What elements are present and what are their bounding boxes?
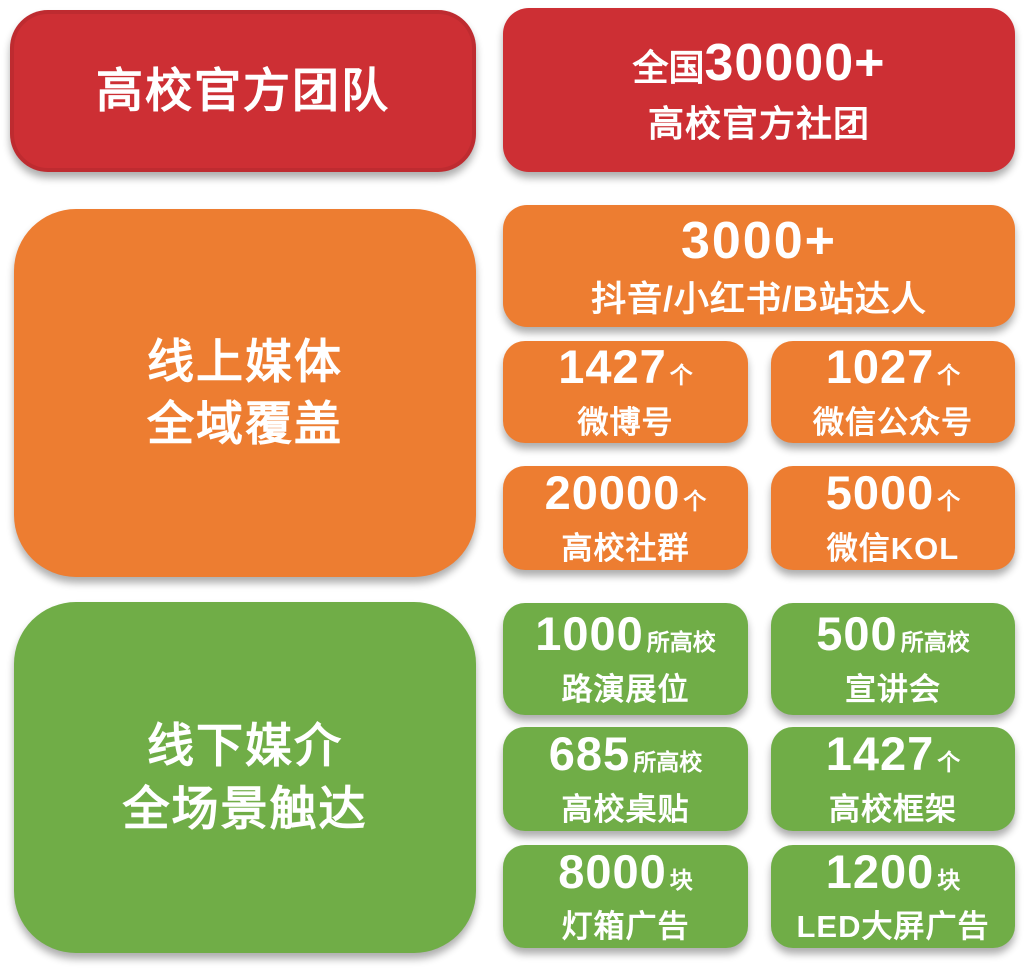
stat-number-line: 1000 所高校: [535, 607, 716, 661]
stat-number-line: 500 所高校: [816, 607, 970, 661]
stat-box-wechat-kol: 5000 个 微信KOL: [771, 466, 1015, 570]
headline-line1: 线下媒介: [147, 719, 343, 773]
stat-number: 1000: [535, 607, 644, 661]
stat-unit: 块: [937, 866, 961, 893]
stat-number: 685: [548, 727, 631, 781]
stat-box-roadshow-booth: 1000 所高校 路演展位: [503, 603, 748, 715]
stat-unit: 所高校: [900, 629, 970, 656]
stat-label: 微博号: [577, 404, 674, 440]
stat-label: 高校框架: [829, 791, 957, 827]
stat-label: 微信KOL: [826, 530, 960, 566]
stat-box-lightbox-ads: 8000 块 灯箱广告: [503, 845, 748, 948]
stat-number: 5000: [825, 466, 935, 520]
stat-box-douyin-xhs-bilibili: 3000+ 抖音/小红书/B站达人: [503, 205, 1015, 327]
stat-box-desk-sticker: 685 所高校 高校桌贴: [503, 727, 748, 831]
stat-number-line: 1200 块: [825, 844, 961, 898]
stat-number-line: 全国 30000+: [633, 33, 886, 93]
stat-unit: 所高校: [646, 629, 716, 656]
headline-online-media: 线上媒体 全域覆盖: [147, 331, 343, 455]
stat-number: 20000: [544, 466, 681, 520]
stat-number-line: 5000 个: [825, 466, 961, 520]
stat-number: 30000+: [704, 34, 886, 92]
stat-box-led-screen-ads: 1200 块 LED大屏广告: [771, 845, 1015, 948]
headline-official-team: 高校官方团队: [96, 63, 390, 117]
stat-number-line: 20000 个: [544, 466, 707, 520]
stat-label: 高校桌贴: [561, 791, 690, 827]
stat-box-wechat-official: 1027 个 微信公众号: [771, 341, 1015, 443]
stat-unit: 个: [669, 362, 693, 389]
headline-line2: 全域覆盖: [147, 397, 343, 450]
stat-prefix: 全国: [632, 47, 705, 88]
stat-box-national-clubs: 全国 30000+ 高校官方社团: [503, 8, 1015, 172]
stat-box-campus-groups: 20000 个 高校社群: [503, 466, 748, 570]
stat-label: 路演展位: [561, 671, 690, 707]
stat-unit: 个: [937, 362, 961, 389]
stat-unit: 所高校: [633, 749, 703, 776]
headline-offline-media: 线下媒介 全场景触达: [123, 715, 368, 839]
stat-number-line: 1427 个: [558, 340, 693, 394]
stat-label: LED大屏广告: [796, 909, 990, 945]
header-box-online-media: 线上媒体 全域覆盖: [14, 209, 476, 577]
stat-box-info-session: 500 所高校 宣讲会: [771, 603, 1015, 715]
stat-number: 3000+: [680, 211, 838, 270]
stat-label: 高校官方社团: [647, 103, 870, 144]
header-box-official-team: 高校官方团队: [10, 10, 476, 172]
stat-number-line: 1027 个: [825, 340, 961, 394]
headline-line1: 线上媒体: [147, 334, 343, 388]
stat-number-line: 1427 个: [825, 727, 961, 781]
stat-unit: 个: [937, 488, 961, 515]
stat-label: 高校社群: [561, 530, 690, 566]
stat-number-line: 685 所高校: [548, 727, 703, 781]
stat-number-line: 8000 块: [558, 844, 693, 898]
stat-number: 1200: [825, 844, 935, 898]
stat-unit: 个: [937, 749, 961, 776]
stat-unit: 块: [669, 866, 693, 893]
stat-label: 微信公众号: [813, 404, 973, 440]
stat-label: 灯箱广告: [561, 909, 690, 945]
stat-box-weibo: 1427 个 微博号: [503, 341, 748, 443]
stat-box-campus-frame: 1427 个 高校框架: [771, 727, 1015, 831]
stat-number: 1427: [825, 727, 935, 781]
stat-number: 1427: [558, 340, 667, 394]
stat-number: 8000: [558, 844, 667, 898]
stat-label: 宣讲会: [845, 671, 941, 707]
stat-unit: 个: [683, 488, 707, 515]
stat-number: 1027: [825, 340, 935, 394]
stat-label: 抖音/小红书/B站达人: [591, 279, 927, 319]
stat-number: 500: [816, 607, 898, 661]
header-box-offline-media: 线下媒介 全场景触达: [14, 602, 476, 953]
headline-line2: 全场景触达: [122, 781, 368, 835]
